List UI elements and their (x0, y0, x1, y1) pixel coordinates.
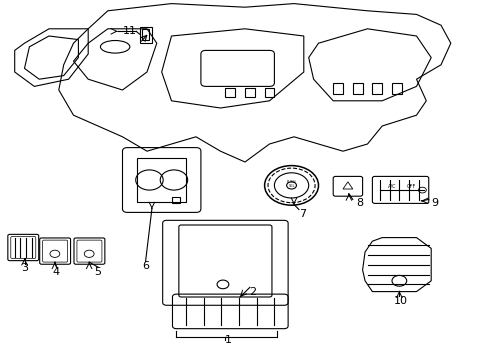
Text: 8: 8 (357, 198, 364, 208)
Text: 1: 1 (224, 335, 231, 345)
Text: 6: 6 (142, 261, 149, 271)
Text: A/C: A/C (388, 184, 396, 189)
Text: OFF: OFF (407, 184, 416, 189)
Text: 10: 10 (394, 296, 408, 306)
Bar (225, 88, 235, 97)
Text: 3: 3 (21, 263, 28, 273)
Bar (392, 83, 402, 94)
Bar (265, 88, 274, 97)
Bar (333, 83, 343, 94)
Text: 2: 2 (249, 287, 256, 297)
Text: 4: 4 (53, 267, 60, 277)
Bar (140, 27, 152, 43)
Text: PUSH: PUSH (287, 180, 296, 184)
Text: 7: 7 (299, 209, 306, 219)
Text: 11: 11 (123, 26, 137, 36)
Text: 9: 9 (432, 198, 439, 208)
Bar (137, 158, 186, 202)
Bar (372, 83, 382, 94)
Bar (172, 197, 180, 203)
Bar (245, 88, 255, 97)
Bar (142, 29, 149, 40)
Text: SEL: SEL (288, 184, 295, 189)
Text: 5: 5 (95, 267, 101, 277)
Bar (353, 83, 363, 94)
